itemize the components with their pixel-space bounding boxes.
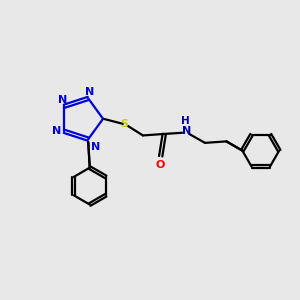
Text: N: N xyxy=(58,95,67,105)
Text: N: N xyxy=(182,126,191,136)
Text: N: N xyxy=(91,142,100,152)
Text: N: N xyxy=(85,87,95,97)
Text: S: S xyxy=(121,119,129,129)
Text: H: H xyxy=(181,116,189,126)
Text: N: N xyxy=(52,126,61,136)
Text: O: O xyxy=(155,160,165,170)
